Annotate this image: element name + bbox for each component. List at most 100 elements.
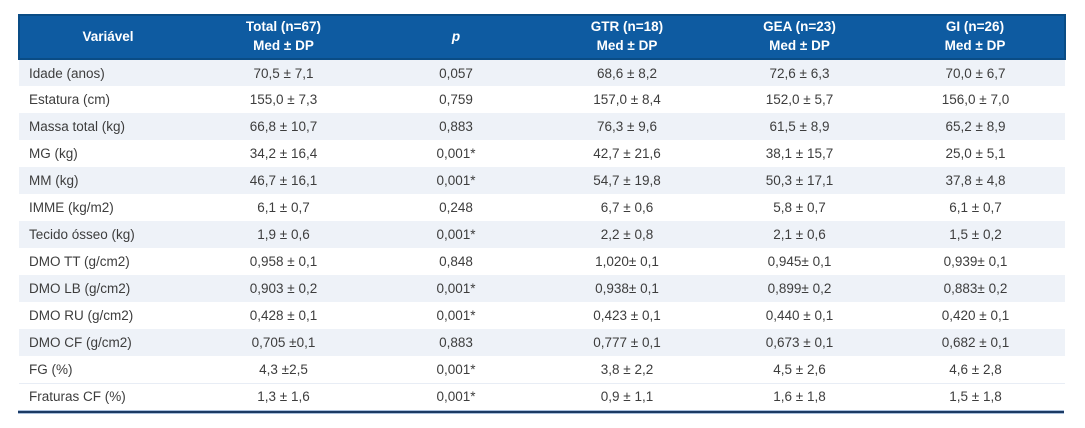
column-header-label: GI (n=26) (945, 19, 1005, 35)
cell-gtr: 3,8 ± 2,2 (600, 361, 654, 377)
column-header-label: p (451, 28, 461, 44)
cell-variavel: DMO LB (g/cm2) (19, 275, 196, 302)
cell-total: 155,0 ± 7,3 (249, 92, 318, 107)
cell-variavel: DMO RU (g/cm2) (29, 308, 134, 323)
cell-gtr: 68,6 ± 8,2 (541, 59, 713, 86)
table-row: DMO LB (g/cm2) 0,903 ± 0,2 0,001* 0,938±… (19, 275, 1065, 302)
cell-p: 0,001* (371, 275, 541, 302)
cell-gi: 70,0 ± 6,7 (886, 59, 1065, 86)
cell-total: 0,705 ±0,1 (196, 329, 371, 356)
cell-variavel: DMO TT (g/cm2) (29, 254, 130, 269)
cell-total: 6,1 ± 0,7 (257, 200, 310, 215)
column-header-total: Total (n=67) Med ± DP (196, 14, 371, 60)
cell-gi: 6,1 ± 0,7 (949, 200, 1002, 215)
cell-variavel: FG (%) (29, 361, 73, 377)
cell-p: 0,001* (436, 361, 476, 377)
cell-variavel: Massa total (kg) (19, 113, 196, 140)
table-header-row: Variável Total (n=67) Med ± DP p GTR (n=… (18, 14, 1066, 60)
table-row: MG (kg) 34,2 ± 16,4 0,001* 42,7 ± 21,6 3… (19, 140, 1065, 167)
cell-gi: 0,883± 0,2 (886, 275, 1065, 302)
column-header-gtr: GTR (n=18) Med ± DP (541, 14, 713, 60)
cell-variavel: Tecido ósseo (kg) (19, 221, 196, 248)
cell-gtr: 0,777 ± 0,1 (541, 329, 713, 356)
cell-gea: 0,899± 0,2 (713, 275, 886, 302)
cell-gi: 0,682 ± 0,1 (886, 329, 1065, 356)
cell-p: 0,883 (371, 329, 541, 356)
table-row: Massa total (kg) 66,8 ± 10,7 0,883 76,3 … (19, 113, 1065, 140)
cell-total: 34,2 ± 16,4 (249, 146, 318, 161)
cell-gea: 0,440 ± 0,1 (765, 308, 834, 323)
cell-gea: 2,1 ± 0,6 (713, 221, 886, 248)
cell-gi: 37,8 ± 4,8 (886, 167, 1065, 194)
table-bottom-rule (18, 410, 1064, 414)
cell-gea: 0,945± 0,1 (767, 254, 832, 269)
cell-gea: 72,6 ± 6,3 (713, 59, 886, 86)
cell-p: 0,001* (436, 146, 476, 161)
cell-total: 0,958 ± 0,1 (249, 254, 318, 269)
cell-p: 0,001* (371, 382, 541, 410)
cell-gtr: 0,9 ± 1,1 (541, 382, 713, 410)
cell-gtr: 2,2 ± 0,8 (541, 221, 713, 248)
cell-gi: 0,939± 0,1 (943, 254, 1008, 269)
column-header-label: Variável (82, 28, 134, 44)
cell-p: 0,848 (439, 254, 473, 269)
cell-gtr: 0,938± 0,1 (541, 275, 713, 302)
column-header-sublabel: Med ± DP (253, 38, 314, 53)
cell-total: 1,3 ± 1,6 (196, 382, 371, 410)
cell-total: 1,9 ± 0,6 (196, 221, 371, 248)
cell-gea: 61,5 ± 8,9 (713, 113, 886, 140)
cell-variavel: MM (kg) (19, 167, 196, 194)
cell-p: 0,001* (371, 221, 541, 248)
column-header-label: GEA (n=23) (763, 19, 836, 35)
cell-gea: 0,673 ± 0,1 (713, 329, 886, 356)
cell-gea: 152,0 ± 5,7 (765, 92, 834, 107)
cell-gtr: 1,020± 0,1 (595, 254, 659, 269)
cell-variavel: DMO CF (g/cm2) (19, 329, 196, 356)
cell-variavel: Fraturas CF (%) (19, 382, 196, 410)
cell-gtr: 0,423 ± 0,1 (593, 308, 661, 323)
cell-gea: 50,3 ± 17,1 (713, 167, 886, 194)
cell-total: 0,428 ± 0,1 (249, 308, 318, 323)
cell-variavel: MG (kg) (29, 146, 78, 161)
cell-gtr: 76,3 ± 9,6 (541, 113, 713, 140)
column-header-label: GTR (n=18) (590, 19, 664, 35)
cell-gi: 0,420 ± 0,1 (941, 308, 1010, 323)
cell-variavel: IMME (kg/m2) (29, 200, 114, 215)
cell-gea: 38,1 ± 15,7 (765, 146, 834, 161)
cell-p: 0,248 (439, 200, 473, 215)
cell-total: 66,8 ± 10,7 (196, 113, 371, 140)
cell-p: 0,001* (371, 167, 541, 194)
column-header-sublabel: Med ± DP (769, 38, 830, 53)
cell-gtr: 6,7 ± 0,6 (600, 200, 654, 215)
cell-gea: 1,6 ± 1,8 (713, 382, 886, 410)
table-row: IMME (kg/m2) 6,1 ± 0,7 0,248 6,7 ± 0,6 5… (19, 194, 1065, 221)
table-row: Fraturas CF (%) 1,3 ± 1,6 0,001* 0,9 ± 1… (19, 382, 1065, 410)
table-row: MM (kg) 46,7 ± 16,1 0,001* 54,7 ± 19,8 5… (19, 167, 1065, 194)
cell-total: 0,903 ± 0,2 (196, 275, 371, 302)
table-row: DMO CF (g/cm2) 0,705 ±0,1 0,883 0,777 ± … (19, 329, 1065, 356)
cell-total: 4,3 ±2,5 (259, 361, 308, 377)
cell-gea: 4,5 ± 2,6 (773, 361, 826, 377)
cell-gtr: 157,0 ± 8,4 (593, 92, 661, 107)
cell-gtr: 42,7 ± 21,6 (593, 146, 661, 161)
cell-gi: 156,0 ± 7,0 (941, 92, 1010, 107)
cell-p: 0,759 (439, 92, 473, 107)
table-row: Estatura (cm) 155,0 ± 7,3 0,759 157,0 ± … (19, 86, 1065, 113)
cell-gi: 4,6 ± 2,8 (949, 361, 1002, 377)
column-header-label: Total (n=67) (245, 19, 322, 35)
column-header-gi: GI (n=26) Med ± DP (886, 14, 1066, 60)
table-row: DMO RU (g/cm2) 0,428 ± 0,1 0,001* 0,423 … (19, 302, 1065, 329)
cell-gi: 1,5 ± 1,8 (886, 382, 1065, 410)
column-header-variavel: Variável (18, 14, 196, 60)
table-row: DMO TT (g/cm2) 0,958 ± 0,1 0,848 1,020± … (19, 248, 1065, 275)
column-header-sublabel: Med ± DP (944, 38, 1006, 53)
table-row: Idade (anos) 70,5 ± 7,1 0,057 68,6 ± 8,2… (19, 59, 1065, 86)
table-row: FG (%) 4,3 ±2,5 0,001* 3,8 ± 2,2 4,5 ± 2… (19, 356, 1065, 383)
cell-p: 0,057 (371, 59, 541, 86)
cell-gtr: 54,7 ± 19,8 (541, 167, 713, 194)
cell-gi: 1,5 ± 0,2 (886, 221, 1065, 248)
cell-p: 0,001* (436, 308, 476, 323)
results-table: Variável Total (n=67) Med ± DP p GTR (n=… (18, 14, 1066, 410)
cell-p: 0,883 (371, 113, 541, 140)
cell-gea: 5,8 ± 0,7 (773, 200, 826, 215)
